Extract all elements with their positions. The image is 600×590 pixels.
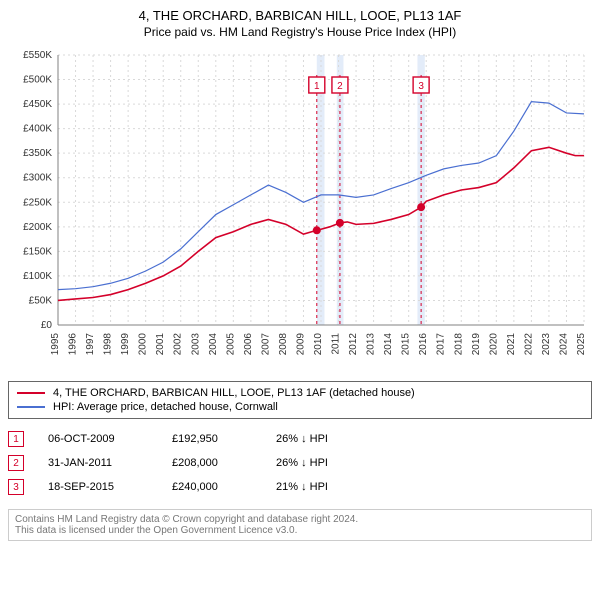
svg-text:2002: 2002	[173, 333, 184, 356]
svg-text:2021: 2021	[506, 333, 517, 356]
svg-text:1998: 1998	[103, 333, 114, 356]
sale-date: 06-OCT-2009	[48, 433, 148, 445]
svg-text:2022: 2022	[523, 333, 534, 356]
svg-text:2005: 2005	[225, 333, 236, 356]
legend-item: HPI: Average price, detached house, Corn…	[17, 400, 583, 414]
sale-row: 2 31-JAN-2011 £208,000 26% ↓ HPI	[8, 451, 592, 475]
sale-hpi-delta: 21% ↓ HPI	[276, 481, 366, 493]
svg-text:2014: 2014	[383, 333, 394, 356]
svg-text:1997: 1997	[85, 333, 96, 356]
svg-text:2000: 2000	[138, 333, 149, 356]
svg-text:£100K: £100K	[23, 271, 52, 282]
sale-marker: 1	[8, 431, 24, 447]
sale-date: 31-JAN-2011	[48, 457, 148, 469]
svg-text:2008: 2008	[278, 333, 289, 356]
svg-text:2011: 2011	[331, 333, 342, 355]
sale-marker: 2	[8, 455, 24, 471]
svg-text:2020: 2020	[488, 333, 499, 356]
svg-text:1995: 1995	[50, 333, 61, 356]
svg-text:£400K: £400K	[23, 124, 52, 135]
sale-price: £240,000	[172, 481, 252, 493]
svg-text:2023: 2023	[541, 333, 552, 356]
legend: 4, THE ORCHARD, BARBICAN HILL, LOOE, PL1…	[8, 381, 592, 419]
svg-text:2003: 2003	[190, 333, 201, 356]
legend-swatch	[17, 406, 45, 408]
legend-label: HPI: Average price, detached house, Corn…	[53, 401, 278, 413]
svg-text:2018: 2018	[453, 333, 464, 356]
svg-text:£200K: £200K	[23, 222, 52, 233]
sale-price: £192,950	[172, 433, 252, 445]
sales-table: 1 06-OCT-2009 £192,950 26% ↓ HPI 2 31-JAN-201…	[8, 427, 592, 499]
svg-text:£50K: £50K	[29, 295, 53, 306]
svg-text:2016: 2016	[418, 333, 429, 356]
svg-text:£550K: £550K	[23, 50, 52, 61]
sale-date: 18-SEP-2015	[48, 481, 148, 493]
sale-marker: 3	[8, 479, 24, 495]
svg-text:2017: 2017	[436, 333, 447, 356]
svg-text:2010: 2010	[313, 333, 324, 356]
chart-title: 4, THE ORCHARD, BARBICAN HILL, LOOE, PL1…	[8, 8, 592, 23]
svg-text:£150K: £150K	[23, 246, 52, 257]
chart-subtitle: Price paid vs. HM Land Registry's House …	[8, 25, 592, 39]
svg-text:3: 3	[418, 81, 424, 92]
attribution-line1: Contains HM Land Registry data © Crown c…	[15, 514, 585, 525]
price-chart: £0 £50K £100K £150K £200K £250K £300K £350K £400…	[8, 45, 592, 375]
svg-text:1996: 1996	[68, 333, 79, 356]
sale-price: £208,000	[172, 457, 252, 469]
svg-text:2009: 2009	[295, 333, 306, 356]
titles: 4, THE ORCHARD, BARBICAN HILL, LOOE, PL1…	[8, 8, 592, 39]
svg-text:£450K: £450K	[23, 99, 52, 110]
svg-text:£350K: £350K	[23, 148, 52, 159]
sale-hpi-delta: 26% ↓ HPI	[276, 457, 366, 469]
sale-hpi-delta: 26% ↓ HPI	[276, 433, 366, 445]
svg-text:2001: 2001	[155, 333, 166, 356]
chart-container: 4, THE ORCHARD, BARBICAN HILL, LOOE, PL1…	[8, 8, 592, 541]
legend-item: 4, THE ORCHARD, BARBICAN HILL, LOOE, PL1…	[17, 386, 583, 400]
svg-text:1999: 1999	[120, 333, 131, 356]
svg-text:£250K: £250K	[23, 197, 52, 208]
sale-row: 3 18-SEP-2015 £240,000 21% ↓ HPI	[8, 475, 592, 499]
svg-text:2006: 2006	[243, 333, 254, 356]
svg-text:2012: 2012	[348, 333, 359, 356]
svg-text:2013: 2013	[366, 333, 377, 356]
attribution: Contains HM Land Registry data © Crown c…	[8, 509, 592, 541]
legend-swatch	[17, 392, 45, 394]
svg-text:£500K: £500K	[23, 75, 52, 86]
svg-text:2: 2	[337, 81, 343, 92]
attribution-line2: This data is licensed under the Open Gov…	[15, 525, 585, 536]
svg-text:2015: 2015	[401, 333, 412, 356]
svg-text:£0: £0	[41, 320, 53, 331]
legend-label: 4, THE ORCHARD, BARBICAN HILL, LOOE, PL1…	[53, 387, 415, 399]
svg-text:2007: 2007	[260, 333, 271, 356]
svg-text:2019: 2019	[471, 333, 482, 356]
svg-text:2024: 2024	[558, 333, 569, 356]
svg-text:2025: 2025	[576, 333, 587, 356]
svg-text:£300K: £300K	[23, 173, 52, 184]
svg-text:1: 1	[314, 81, 320, 92]
svg-text:2004: 2004	[208, 333, 219, 356]
sale-row: 1 06-OCT-2009 £192,950 26% ↓ HPI	[8, 427, 592, 451]
